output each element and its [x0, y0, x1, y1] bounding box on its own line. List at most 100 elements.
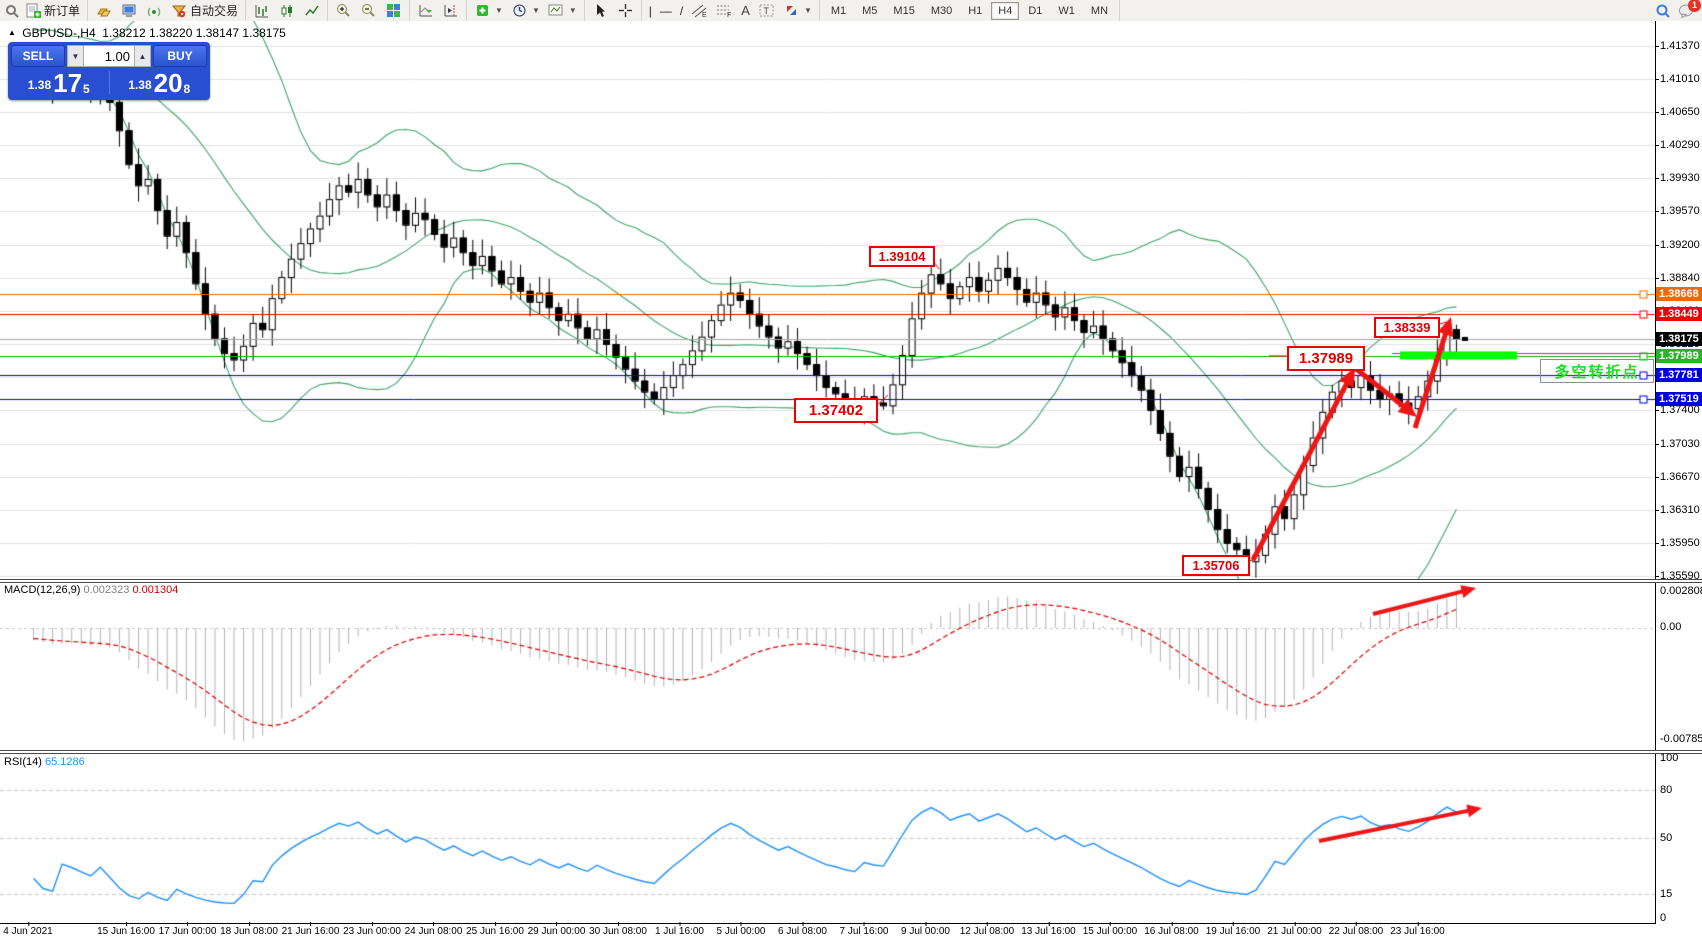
date-axis-label[interactable]: 21 Jul 00:00 [1267, 922, 1322, 937]
rsi-axis-label[interactable]: 80 [1660, 784, 1673, 796]
volume-up-button[interactable]: ▲ [134, 45, 151, 67]
date-axis-label[interactable]: 9 Jul 00:00 [901, 922, 950, 937]
date-axis-label[interactable]: 23 Jun 00:00 [343, 922, 401, 937]
crosshair-button[interactable] [613, 2, 638, 20]
price-axis-tick[interactable]: 1.35590 [1655, 569, 1700, 582]
fibo-button[interactable]: F [712, 2, 737, 20]
rsi-axis-label[interactable]: 100 [1660, 752, 1679, 764]
timeframe-d1[interactable]: D1 [1028, 4, 1043, 17]
cursor-button[interactable] [588, 2, 613, 20]
price-axis-tick[interactable]: 1.39930 [1655, 172, 1700, 185]
price-axis-tick[interactable]: 1.41370 [1655, 40, 1700, 52]
candlestick-button[interactable] [274, 2, 299, 20]
date-axis-label[interactable]: 19 Jul 16:00 [1205, 922, 1261, 937]
rsi-axis-label[interactable]: 0 [1660, 912, 1667, 924]
price-axis-tick[interactable]: 1.40650 [1655, 106, 1700, 118]
price-axis-tick[interactable]: 1.35950 [1655, 536, 1700, 549]
timeframe-m1[interactable]: M1 [830, 4, 847, 17]
date-axis-label[interactable]: 15 Jun 16:00 [97, 922, 155, 937]
date-axis-label[interactable]: 6 Jul 08:00 [778, 922, 827, 937]
chart-shift-button[interactable] [438, 2, 463, 20]
date-axis-label[interactable]: 23 Jul 16:00 [1390, 922, 1445, 937]
rsi-pane[interactable] [0, 752, 1655, 923]
date-axis-label[interactable]: 13 Jul 16:00 [1021, 922, 1076, 937]
market-button[interactable] [91, 2, 116, 20]
date-axis-label[interactable]: 15 Jul 00:00 [1082, 922, 1138, 937]
periods-button[interactable]: ▼ [507, 2, 544, 20]
line-chart-button[interactable] [299, 2, 324, 20]
pane-separator-rsi[interactable] [0, 750, 1702, 754]
pane-separator-macd[interactable] [0, 579, 1702, 583]
buy-button[interactable]: BUY [153, 45, 207, 67]
tile-windows-button[interactable] [381, 2, 406, 20]
vline-button[interactable]: | [645, 4, 656, 18]
sell-button[interactable]: SELL [11, 45, 65, 67]
volume-input[interactable]: 1.00 [84, 45, 134, 67]
signals-button[interactable] [141, 2, 166, 20]
date-axis-label[interactable]: 24 Jun 08:00 [404, 922, 463, 937]
date-axis-label[interactable]: 30 Jun 08:00 [589, 922, 647, 937]
price-axis-tick[interactable]: 1.40290 [1655, 139, 1700, 152]
buy-price[interactable]: 1.38 20 8 [112, 69, 208, 96]
price-annotation[interactable]: 1.37989 [1287, 346, 1365, 371]
new-order-button[interactable]: 新订单 [20, 1, 84, 20]
price-chart[interactable] [0, 21, 1655, 579]
text-button[interactable]: A [737, 4, 754, 18]
macd-axis-label[interactable]: -0.007859 [1660, 733, 1702, 745]
rsi-axis-label[interactable]: 15 [1660, 888, 1673, 900]
price-axis-tick[interactable]: 1.38840 [1655, 271, 1700, 284]
macd-axis-label[interactable]: 0.00 [1660, 621, 1682, 633]
macd-axis-label[interactable]: 0.002808 [1660, 585, 1702, 597]
zoom-in-button[interactable] [331, 2, 356, 20]
date-axis-label[interactable]: 1 Jul 16:00 [655, 922, 704, 937]
date-axis-label[interactable]: 12 Jul 08:00 [959, 922, 1015, 937]
price-annotation[interactable]: 1.39104 [869, 246, 935, 267]
macd-pane[interactable] [0, 581, 1655, 750]
date-axis-label[interactable]: 29 Jun 00:00 [527, 922, 586, 937]
price-axis-tick[interactable]: 1.37030 [1655, 437, 1700, 450]
timeframe-m15[interactable]: M15 [893, 4, 915, 17]
timeframe-h1[interactable]: H1 [968, 4, 983, 17]
price-annotation[interactable]: 1.37402 [794, 398, 878, 423]
date-axis-label[interactable]: 18 Jun 08:00 [220, 922, 278, 937]
bar-chart-button[interactable] [249, 2, 274, 20]
date-axis-label[interactable]: 4 Jun 2021 [3, 922, 53, 937]
date-axis-label[interactable]: 21 Jun 16:00 [281, 922, 340, 937]
autotrading-button[interactable]: 自动交易 [166, 1, 242, 20]
date-axis-label[interactable]: 5 Jul 00:00 [716, 922, 766, 937]
turning-point-label[interactable]: 多空转折点 [1540, 359, 1654, 383]
zoom-out-button[interactable] [356, 2, 381, 20]
date-axis-label[interactable]: 7 Jul 16:00 [839, 922, 889, 937]
indicators-button[interactable]: ▼ [470, 2, 507, 20]
magnifier-icon[interactable] [3, 3, 20, 19]
volume-down-button[interactable]: ▼ [67, 45, 84, 67]
text-label-button[interactable]: T [754, 2, 779, 20]
chat-icon[interactable]: 1 [1677, 0, 1701, 19]
price-axis-tick[interactable]: 1.37400 [1655, 404, 1700, 416]
channel-button[interactable]: E [687, 2, 712, 20]
arrows-tool-button[interactable]: ▼ [779, 2, 816, 20]
price-axis-tick[interactable]: 1.41010 [1655, 73, 1700, 85]
price-annotation[interactable]: 1.35706 [1182, 555, 1250, 576]
price-axis-tick[interactable]: 1.36670 [1655, 470, 1700, 483]
timeframe-w1[interactable]: W1 [1058, 4, 1075, 17]
trendline-button[interactable]: / [676, 4, 687, 18]
price-annotation[interactable]: 1.38339 [1374, 317, 1440, 338]
timeframe-mn[interactable]: MN [1090, 4, 1109, 17]
timeframe-m30[interactable]: M30 [930, 4, 953, 17]
timeframe-m5[interactable]: M5 [862, 4, 878, 17]
date-axis-label[interactable]: 22 Jul 08:00 [1328, 922, 1384, 937]
search-icon[interactable] [1654, 3, 1671, 19]
date-axis-label[interactable]: 17 Jun 00:00 [158, 922, 217, 937]
price-axis-tick[interactable]: 1.39570 [1655, 205, 1700, 218]
price-axis-tick[interactable]: 1.36310 [1655, 503, 1700, 516]
rsi-axis-label[interactable]: 50 [1660, 832, 1673, 844]
date-axis-label[interactable]: 16 Jul 08:00 [1144, 922, 1199, 937]
templates-button[interactable]: ▼ [544, 2, 581, 20]
date-axis-label[interactable]: 25 Jun 16:00 [466, 922, 524, 937]
sell-price[interactable]: 1.38 17 5 [11, 69, 107, 96]
price-axis-tick[interactable]: 1.39200 [1655, 238, 1700, 251]
terminal-button[interactable] [116, 2, 141, 20]
auto-scroll-button[interactable] [413, 2, 438, 20]
timeframe-h4[interactable]: H4 [991, 1, 1020, 20]
